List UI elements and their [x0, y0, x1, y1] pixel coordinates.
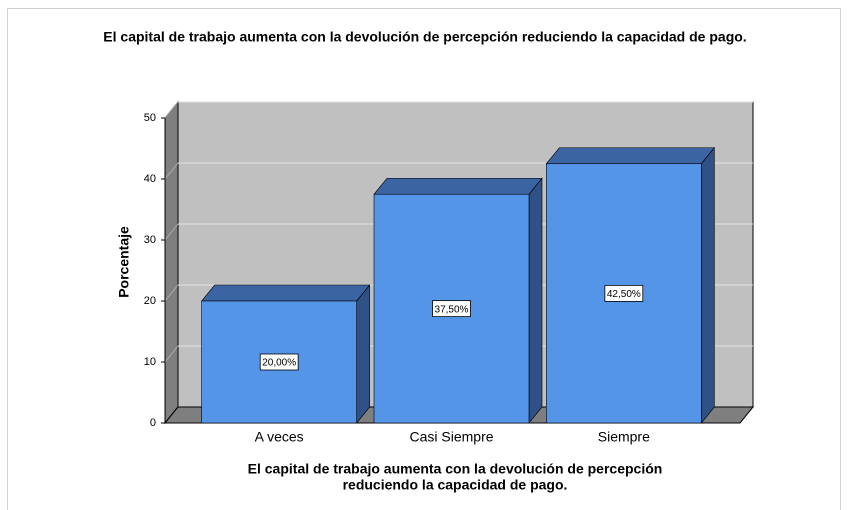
- y-tick-label: 50: [144, 112, 156, 124]
- chart-title: El capital de trabajo aumenta con la dev…: [103, 29, 746, 45]
- x-tick-label: Casi Siempre: [409, 429, 493, 445]
- grid-line: [164, 101, 179, 119]
- y-axis-label: Porcentaje: [116, 226, 132, 298]
- bar-top: [201, 284, 371, 302]
- y-tick-label: 20: [144, 295, 156, 307]
- value-label-box: [259, 353, 299, 371]
- x-tick-label: A veces: [255, 429, 304, 445]
- grid-line: [164, 345, 179, 363]
- y-tick-label: 0: [150, 417, 156, 429]
- x-axis-label: El capital de trabajo aumenta con la dev…: [248, 461, 663, 477]
- x-axis-label: reduciendo la capacidad de pago.: [343, 477, 568, 493]
- bar-side: [356, 284, 370, 424]
- grid-line: [164, 284, 179, 302]
- side-wall: [164, 100, 179, 425]
- bar-top: [373, 177, 543, 195]
- bar-side: [701, 146, 715, 424]
- value-label-box: [432, 300, 471, 318]
- y-tick-label: 40: [144, 173, 156, 185]
- value-label: 42,50%: [607, 289, 641, 300]
- bar-side: [528, 177, 543, 424]
- bar-top: [545, 147, 715, 165]
- value-label: 20,00%: [262, 358, 296, 369]
- grid-line: [164, 162, 179, 180]
- grid-line: [164, 223, 179, 241]
- y-tick-label: 10: [144, 356, 156, 368]
- frame: [7, 8, 841, 510]
- value-label-box: [604, 284, 644, 302]
- y-tick-label: 30: [144, 234, 156, 246]
- value-label: 37,50%: [435, 304, 469, 315]
- x-tick-label: Siempre: [598, 429, 650, 445]
